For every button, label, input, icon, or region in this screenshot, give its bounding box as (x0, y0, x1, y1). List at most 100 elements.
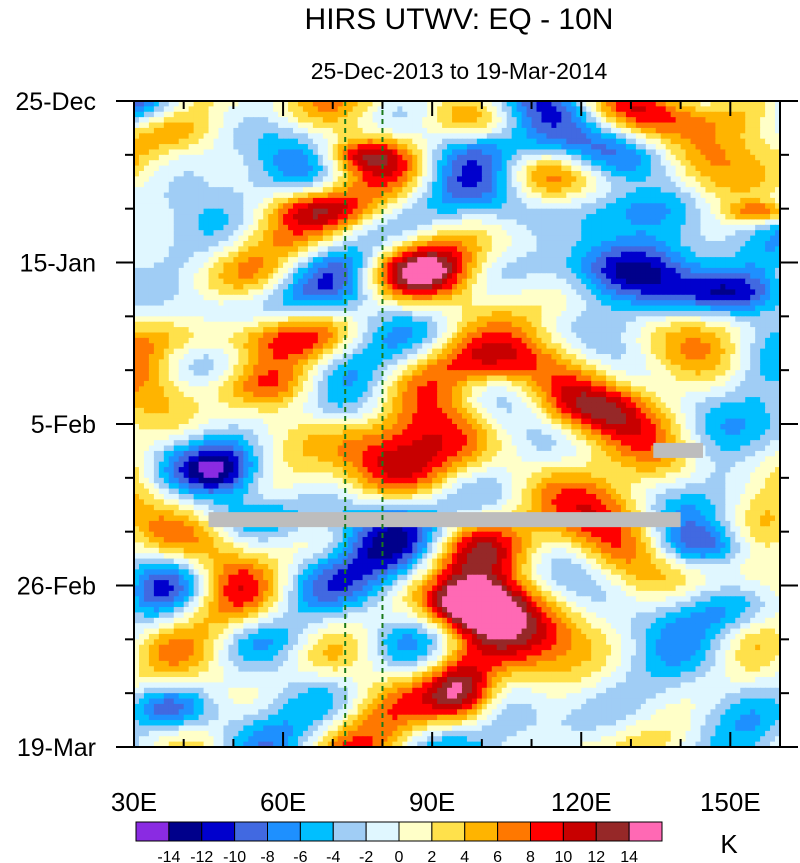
heatmap-cell (417, 257, 423, 263)
heatmap-cell (581, 257, 587, 263)
heatmap-cell (671, 106, 677, 112)
heatmap-cell (492, 257, 498, 263)
heatmap-cell (621, 117, 627, 123)
heatmap-cell (566, 193, 572, 199)
heatmap-cell (154, 182, 160, 188)
heatmap-cell (363, 246, 369, 252)
heatmap-cell (591, 106, 597, 112)
heatmap-cell (666, 171, 672, 177)
heatmap-cell (154, 214, 160, 220)
heatmap-cell (730, 123, 736, 129)
heatmap-cell (159, 225, 165, 231)
heatmap-cell (556, 117, 562, 123)
heatmap-cell (144, 128, 150, 134)
heatmap-cell (691, 176, 697, 182)
heatmap-cell (189, 144, 195, 150)
heatmap-cell (467, 160, 473, 166)
heatmap-cell (705, 252, 711, 258)
heatmap-cell (263, 268, 269, 274)
heatmap-cell (154, 144, 160, 150)
heatmap-cell (189, 230, 195, 236)
heatmap-cell (517, 149, 523, 155)
heatmap-cell (472, 171, 478, 177)
heatmap-cell (243, 263, 249, 269)
heatmap-cell (507, 252, 513, 258)
heatmap-cell (656, 149, 662, 155)
heatmap-cell (591, 268, 597, 274)
heatmap-cell (596, 198, 602, 204)
heatmap-cell (696, 279, 702, 285)
heatmap-cell (412, 225, 418, 231)
heatmap-cell (323, 209, 329, 215)
heatmap-cell (288, 149, 294, 155)
heatmap-cell (303, 176, 309, 182)
heatmap-cell (268, 263, 274, 269)
heatmap-cell (373, 139, 379, 145)
heatmap-cell (472, 209, 478, 215)
heatmap-cell (328, 246, 334, 252)
heatmap-cell (537, 263, 543, 269)
heatmap-cell (348, 219, 354, 225)
heatmap-cell (566, 123, 572, 129)
heatmap-cell (641, 230, 647, 236)
heatmap-cell (477, 187, 483, 193)
heatmap-cell (710, 246, 716, 252)
heatmap-cell (298, 214, 304, 220)
heatmap-cell (541, 128, 547, 134)
heatmap-cell (308, 209, 314, 215)
heatmap-cell (164, 139, 170, 145)
heatmap-cell (691, 123, 697, 129)
heatmap-cell (715, 300, 721, 306)
heatmap-cell (601, 246, 607, 252)
heatmap-cell (666, 149, 672, 155)
heatmap-cell (214, 176, 220, 182)
heatmap-cell (636, 187, 642, 193)
heatmap-cell (666, 160, 672, 166)
heatmap-cell (318, 117, 324, 123)
heatmap-cell (457, 176, 463, 182)
heatmap-cell (556, 257, 562, 263)
heatmap-cell (735, 284, 741, 290)
heatmap-cell (691, 166, 697, 172)
heatmap-cell (472, 128, 478, 134)
heatmap-cell (159, 209, 165, 215)
heatmap-cell (720, 182, 726, 188)
heatmap-cell (616, 155, 622, 161)
heatmap-cell (308, 263, 314, 269)
heatmap-cell (596, 289, 602, 295)
heatmap-cell (223, 257, 229, 263)
heatmap-cell (164, 166, 170, 172)
heatmap-cell (661, 252, 667, 258)
heatmap-cell (283, 160, 289, 166)
heatmap-cell (218, 112, 224, 118)
heatmap-cell (348, 133, 354, 139)
heatmap-cell (218, 236, 224, 242)
heatmap-cell (432, 219, 438, 225)
heatmap-cell (298, 289, 304, 295)
heatmap-cell (432, 263, 438, 269)
heatmap-cell (313, 284, 319, 290)
heatmap-cell (671, 123, 677, 129)
heatmap-cell (417, 214, 423, 220)
heatmap-cell (546, 117, 552, 123)
heatmap-cell (144, 182, 150, 188)
heatmap-cell (517, 219, 523, 225)
heatmap-cell (402, 219, 408, 225)
heatmap-cell (556, 219, 562, 225)
heatmap-cell (348, 257, 354, 263)
heatmap-cell (358, 112, 364, 118)
heatmap-cell (561, 203, 567, 209)
heatmap-cell (238, 263, 244, 269)
heatmap-cell (576, 160, 582, 166)
heatmap-cell (258, 160, 264, 166)
heatmap-cell (154, 123, 160, 129)
heatmap-cell (397, 117, 403, 123)
heatmap-cell (253, 182, 259, 188)
heatmap-cell (452, 198, 458, 204)
heatmap-cell (288, 268, 294, 274)
heatmap-cell (427, 155, 433, 161)
heatmap-cell (333, 284, 339, 290)
heatmap-cell (601, 263, 607, 269)
heatmap-cell (363, 176, 369, 182)
heatmap-cell (288, 203, 294, 209)
